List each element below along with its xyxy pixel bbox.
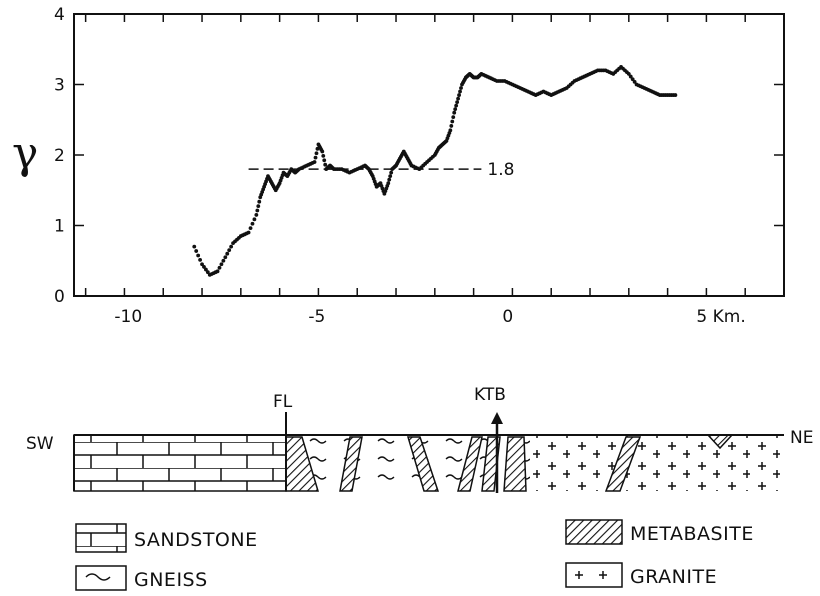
x-tick-label: 0 — [502, 307, 513, 327]
data-point-dot — [248, 226, 253, 231]
data-point — [215, 269, 220, 274]
data-point — [386, 181, 391, 186]
legend-label-gneiss: GNEISS — [134, 569, 208, 591]
legend: SANDSTONE GNEISS METABASITE GRANITE — [75, 519, 754, 591]
data-point-dot — [451, 115, 456, 120]
data-point-dot — [205, 270, 210, 275]
x-tick-label: -10 — [114, 307, 142, 327]
data-point — [320, 149, 325, 154]
data-point-dot — [219, 262, 224, 267]
data-point-dot — [387, 177, 392, 182]
data-point-dot — [321, 153, 326, 158]
data-point — [200, 262, 204, 267]
x-axis-tick-labels: -10 -5 0 5 Km. — [114, 307, 745, 327]
data-point-dot — [227, 248, 232, 253]
metabasite-wedge — [604, 436, 642, 492]
data-point-dot — [457, 93, 461, 97]
data-point-dot — [198, 257, 202, 262]
y-tick-label: 1 — [54, 217, 65, 237]
data-point-dot — [630, 77, 635, 82]
data-points — [192, 64, 678, 277]
metabasite-wedge — [406, 436, 440, 492]
ne-label: NE — [790, 428, 813, 448]
data-point-dot — [453, 107, 458, 112]
metabasite-wedge — [503, 436, 527, 492]
fault-label: FL — [273, 392, 293, 412]
data-point-dot — [454, 103, 459, 108]
y-axis-label: γ — [12, 128, 38, 179]
ktb-label: KTB — [474, 385, 506, 405]
data-point-dot — [229, 244, 234, 249]
x-axis-ticks — [84, 14, 785, 296]
data-point-dot — [196, 253, 201, 258]
data-point — [626, 72, 631, 76]
data-point — [456, 96, 460, 101]
data-point — [448, 128, 453, 133]
data-point — [673, 93, 678, 97]
data-point — [223, 255, 228, 260]
metabasite-wedge — [457, 436, 483, 492]
y-axis-ticks — [74, 13, 784, 297]
data-point-dot — [389, 170, 394, 175]
x-tick-label: 5 Km. — [696, 307, 745, 327]
granite-block — [530, 435, 784, 491]
reference-line: 1.8 — [248, 160, 514, 180]
legend-swatch-gneiss — [75, 565, 127, 591]
data-point-dot — [628, 74, 633, 79]
data-point — [312, 160, 317, 164]
y-axis-tick-labels: 0 1 2 3 4 — [54, 5, 65, 307]
reference-line-label: 1.8 — [487, 160, 514, 180]
data-point — [452, 110, 457, 115]
data-point-dot — [632, 79, 637, 84]
y-tick-label: 2 — [54, 146, 65, 166]
data-point-dot — [204, 267, 208, 272]
data-point-dot — [252, 217, 257, 222]
data-point — [192, 244, 197, 249]
legend-swatch-metabasite — [565, 519, 623, 545]
data-point-dot — [202, 265, 206, 269]
data-point-dot — [217, 265, 222, 270]
data-point-dot — [315, 146, 320, 151]
plot-frame — [73, 13, 785, 297]
legend-swatch-sandstone — [75, 523, 127, 553]
data-point-dot — [449, 124, 454, 128]
geological-cross-section: FL KTB SW NE — [26, 385, 813, 493]
gamma-profile-chart: γ -10 -5 0 5 Km. 0 1 2 3 4 1.8 — [12, 5, 785, 327]
sandstone-block — [73, 434, 287, 492]
legend-label-granite: GRANITE — [630, 566, 717, 588]
data-point-dot — [256, 204, 261, 209]
metabasite-wedge — [339, 436, 363, 492]
x-tick-label: -5 — [308, 307, 325, 327]
legend-swatch-granite — [565, 562, 623, 588]
data-point-dot — [255, 208, 260, 213]
sw-label: SW — [26, 434, 54, 454]
data-point-dot — [388, 174, 393, 179]
data-point-dot — [225, 251, 230, 256]
data-point — [246, 230, 251, 235]
data-point-dot — [323, 162, 328, 167]
data-point-dot — [313, 155, 318, 160]
data-point-dot — [194, 249, 199, 253]
data-point-dot — [450, 119, 455, 124]
y-tick-label: 0 — [54, 287, 65, 307]
legend-label-sandstone: SANDSTONE — [134, 529, 258, 551]
data-point-dot — [322, 158, 327, 163]
y-tick-label: 4 — [54, 5, 65, 25]
data-point-dot — [221, 258, 226, 263]
data-point-dot — [250, 221, 255, 226]
data-point — [254, 213, 259, 217]
ktb-arrowhead — [491, 412, 503, 424]
data-point-dot — [257, 199, 262, 204]
data-point-dot — [459, 86, 463, 90]
data-point-dot — [458, 89, 462, 94]
y-tick-label: 3 — [54, 76, 65, 96]
legend-label-metabasite: METABASITE — [630, 523, 754, 545]
data-point-dot — [455, 100, 460, 105]
data-point-dot — [314, 151, 319, 156]
